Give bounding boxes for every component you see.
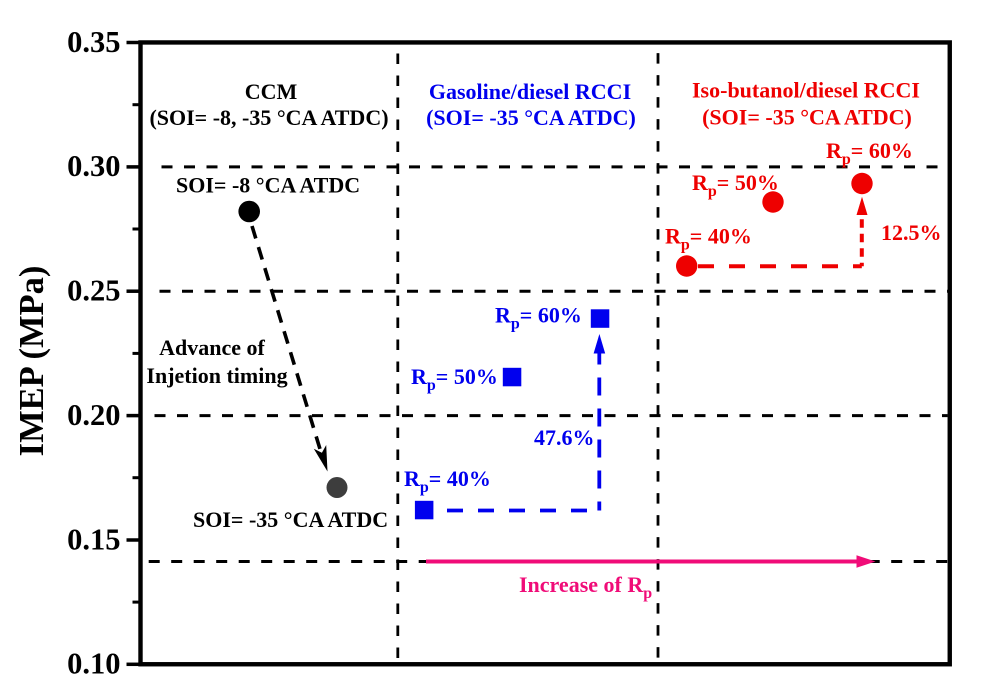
svg-text:Rp= 60%: Rp= 60% <box>826 138 913 168</box>
svg-text:Injetion timing: Injetion timing <box>146 363 287 388</box>
svg-text:IMEP (MPa): IMEP (MPa) <box>13 266 51 457</box>
svg-text:12.5%: 12.5% <box>881 220 942 245</box>
svg-text:Gasoline/diesel RCCI: Gasoline/diesel RCCI <box>429 79 631 104</box>
svg-text:(SOI= -35 °CA ATDC): (SOI= -35 °CA ATDC) <box>702 105 912 130</box>
svg-text:Advance of: Advance of <box>159 335 265 360</box>
svg-text:Iso-butanol/diesel RCCI: Iso-butanol/diesel RCCI <box>692 78 920 103</box>
svg-text:0.25: 0.25 <box>67 274 120 308</box>
svg-text:0.30: 0.30 <box>67 149 120 183</box>
svg-text:(SOI= -35 °CA ATDC): (SOI= -35 °CA ATDC) <box>426 105 636 130</box>
svg-text:CCM: CCM <box>245 79 298 104</box>
svg-text:0.15: 0.15 <box>67 522 120 556</box>
svg-text:0.35: 0.35 <box>67 25 120 59</box>
svg-text:0.20: 0.20 <box>67 398 120 432</box>
svg-text:(SOI= -8, -35 °CA ATDC): (SOI= -8, -35 °CA ATDC) <box>149 105 388 130</box>
svg-text:SOI= -8 °CA ATDC: SOI= -8 °CA ATDC <box>176 172 360 197</box>
svg-text:SOI= -35 °CA ATDC: SOI= -35 °CA ATDC <box>193 507 388 532</box>
svg-text:0.10: 0.10 <box>67 647 120 681</box>
svg-text:47.6%: 47.6% <box>534 425 595 450</box>
